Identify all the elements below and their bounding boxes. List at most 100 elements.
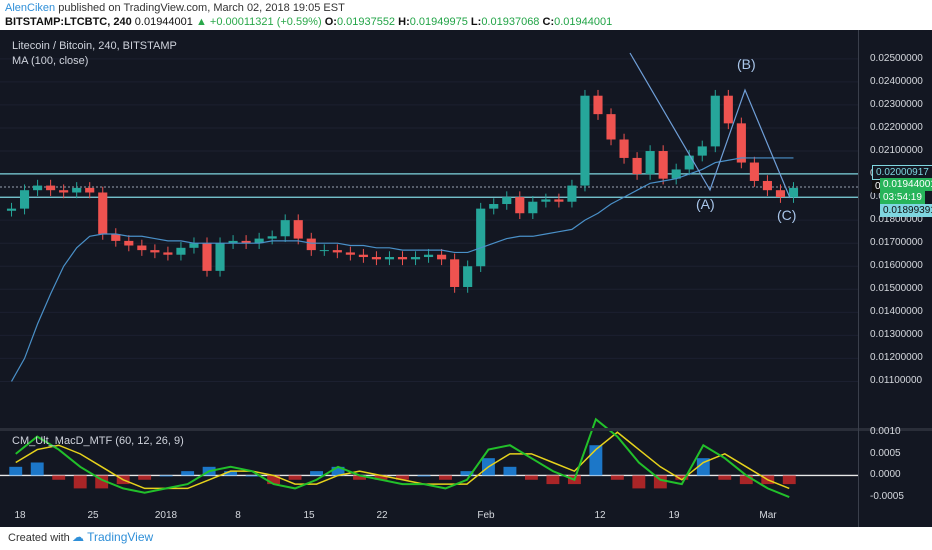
candle	[775, 190, 786, 198]
candle	[72, 187, 82, 193]
time-tick-label: 12	[594, 510, 606, 521]
candle	[541, 199, 551, 202]
macd-histogram-bar	[396, 475, 409, 480]
macd-histogram-bar	[675, 475, 689, 480]
price-change: ▲ +0.00011321 (+0.59%)	[195, 16, 322, 28]
macd-histogram-bar	[159, 475, 173, 477]
candle	[424, 254, 434, 258]
close-label: C:	[542, 16, 555, 28]
ohlc-line: BITSTAMP:LTCBTC, 240 0.01944001 ▲ +0.000…	[5, 16, 612, 28]
tradingview-logo[interactable]: ☁ TradingView	[72, 530, 154, 544]
candle	[202, 243, 212, 271]
candle	[189, 243, 199, 248]
candle	[59, 190, 69, 193]
candle	[645, 151, 655, 175]
ma-indicator-label[interactable]: MA (100, close)	[12, 55, 89, 67]
price-tick-label: 0.01100000	[870, 375, 923, 387]
moving-average-line	[10, 157, 794, 382]
price-pane-title: Litecoin / Bitcoin, 240, BITSTAMP	[12, 40, 177, 52]
candle	[371, 257, 381, 260]
candle	[502, 197, 512, 205]
macd-line	[15, 417, 790, 498]
macd-tick-label: 0.0005	[870, 447, 901, 459]
price-axis[interactable]	[858, 30, 932, 527]
macd-histogram-bar	[245, 475, 259, 477]
price-tick-label: 0.01700000	[870, 237, 923, 249]
time-tick-label: 2018	[154, 510, 178, 521]
publish-header: AlenCiken published on TradingView.com, …	[0, 0, 932, 30]
macd-histogram-bar	[782, 475, 796, 485]
candle	[463, 266, 473, 287]
candle	[384, 257, 395, 260]
chart-area[interactable]: Litecoin / Bitcoin, 240, BITSTAMP MA (10…	[0, 30, 932, 527]
open-value: 0.01937552	[336, 16, 396, 28]
candle	[280, 220, 290, 237]
time-tick-label: 15	[303, 510, 315, 521]
price-tick-label: 0.02200000	[870, 121, 923, 133]
price-tick-label: 0.02500000	[870, 52, 923, 64]
macd-pane-title[interactable]: CM_Ult_MacD_MTF (60, 12, 26, 9)	[12, 435, 184, 447]
macd-tick-label: -0.0005	[870, 491, 904, 503]
pane-divider[interactable]	[0, 428, 932, 431]
macd-histogram-bar	[739, 475, 753, 485]
candle	[606, 114, 616, 140]
tradingview-brand: TradingView	[87, 530, 154, 544]
candle	[241, 240, 251, 244]
time-tick-label: Mar	[759, 510, 777, 521]
candle	[437, 254, 447, 260]
candle	[46, 185, 56, 191]
candle	[593, 95, 603, 115]
candle	[762, 180, 772, 191]
candle	[319, 250, 329, 252]
macd-histogram-bar	[310, 471, 323, 476]
macd-histogram-bar	[696, 458, 710, 476]
macd-histogram-bar	[288, 475, 302, 480]
candle	[788, 187, 799, 198]
macd-histogram-bar	[460, 471, 474, 476]
candle	[710, 95, 720, 147]
candle	[176, 247, 186, 255]
macd-histogram-bar	[224, 471, 238, 476]
macd-histogram-bar	[503, 466, 517, 476]
footer: Created with ☁ TradingView	[0, 527, 932, 550]
candle	[749, 162, 759, 181]
macd-histogram-bar	[353, 475, 366, 480]
close-value: 0.01944001	[554, 16, 613, 28]
time-tick-label: Feb	[477, 510, 495, 521]
symbol-label: BITSTAMP:LTCBTC, 240	[5, 16, 132, 28]
macd-histogram-bar	[73, 475, 87, 489]
macd-histogram-bar	[181, 471, 195, 476]
macd-histogram-bar	[331, 466, 345, 476]
time-tick-label: 22	[376, 510, 388, 521]
candle	[293, 220, 303, 239]
low-value: 0.01937068	[481, 16, 540, 28]
candle	[476, 208, 486, 267]
candle	[137, 245, 147, 251]
candle	[528, 201, 538, 214]
macd-histogram-bar	[52, 475, 66, 480]
author-link[interactable]: AlenCiken	[5, 2, 56, 14]
chart-svg[interactable]	[0, 30, 932, 527]
low-label: L:	[470, 16, 482, 28]
macd-histogram-bar	[524, 475, 538, 480]
high-label: H:	[398, 16, 410, 28]
macd-histogram-bar	[653, 475, 667, 489]
candle	[345, 252, 355, 255]
candle	[567, 185, 577, 202]
macd-histogram-bar	[718, 475, 732, 480]
candle	[33, 185, 43, 191]
candle	[85, 187, 95, 193]
macd-tick-label: 0.0000	[870, 469, 901, 481]
last-price: 0.01944001	[134, 16, 193, 28]
price-tick-label: 0.02300000	[870, 98, 923, 110]
macd-histogram-bar	[546, 475, 560, 485]
candle	[19, 190, 30, 209]
candle	[358, 254, 368, 258]
candle	[658, 151, 668, 179]
price-tick-label: 0.01600000	[870, 260, 923, 272]
wave-label-c: (C)	[777, 207, 797, 223]
candle	[671, 169, 681, 179]
candle	[332, 250, 342, 253]
macd-histogram-bar	[417, 475, 431, 477]
candle	[684, 155, 694, 170]
